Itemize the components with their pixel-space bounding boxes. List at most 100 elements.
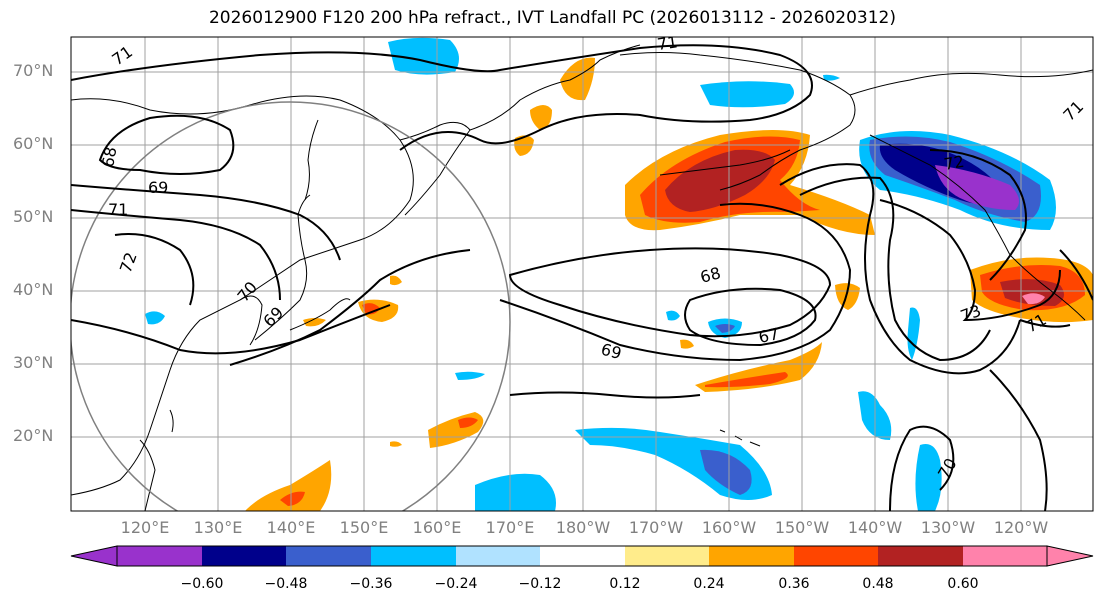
- colorbar-segment: [709, 546, 794, 566]
- coastline-hawaii: [719, 429, 761, 447]
- shading-negative-nepac-purple: [935, 165, 1019, 210]
- contour-label: 69: [599, 340, 624, 364]
- colorbar-extend-left: [70, 545, 118, 567]
- shading-positive-small-dot: [390, 441, 402, 447]
- lat-label: 40°N: [13, 280, 54, 299]
- contour-70-southeast: [889, 425, 955, 511]
- colorbar-tick-label: 0.60: [947, 576, 979, 592]
- lon-label: 120°W: [993, 518, 1049, 537]
- lon-label: 140°E: [266, 518, 316, 537]
- lon-label: 170°W: [628, 518, 684, 537]
- shading-positive-bering-darkred: [665, 149, 775, 212]
- contour-69-mid: [509, 391, 701, 399]
- shading-negative-alaska-small: [823, 74, 840, 81]
- shading-negative-mid-blue: [715, 324, 735, 333]
- shading-negative-alaska-sky: [700, 81, 794, 108]
- lat-label: 20°N: [13, 426, 54, 445]
- colorbar-segment: [794, 546, 878, 566]
- lon-label: 140°W: [847, 518, 903, 537]
- colorbar-tick-label: −0.48: [264, 576, 308, 592]
- shading-positive-wpac-red: [458, 417, 478, 428]
- colorbar-tick-label: −0.60: [180, 576, 224, 592]
- colorbar-segment: [286, 546, 371, 566]
- colorbar-segment: [963, 546, 1047, 566]
- shading-negative-east-sky: [907, 307, 920, 360]
- shading-positive-mid-red: [705, 372, 788, 388]
- shading-positive-alaska-orange-3: [514, 135, 534, 156]
- coastline-korea: [239, 295, 263, 346]
- contour-ridge-1: [779, 163, 1021, 375]
- lon-label: 170°E: [485, 518, 535, 537]
- lon-label: 160°E: [412, 518, 462, 537]
- colorbar-segment: [202, 546, 286, 566]
- shading-positive-taiwan-orange: [245, 460, 332, 511]
- shading-negative-south-blue: [700, 449, 752, 495]
- contour-73-nepac: [879, 199, 1061, 322]
- colorbar-tick-label: −0.12: [518, 576, 562, 592]
- colorbar-segment: [371, 546, 456, 566]
- coastline-chukotka: [469, 44, 641, 131]
- colorbar-outline: [116, 545, 1048, 567]
- contour-71-east: [1019, 249, 1093, 328]
- contour-69-japan: [229, 249, 471, 366]
- colorbar-segment: [540, 546, 625, 566]
- shading-layer: [145, 37, 1093, 511]
- colorbar-segment: [878, 546, 963, 566]
- shading-positive-japan-red: [362, 303, 380, 315]
- coastline-aleutians: [659, 149, 791, 176]
- contour-69-nw: [71, 184, 341, 261]
- shading-positive-japan-small: [303, 318, 326, 327]
- lat-label: 50°N: [13, 207, 54, 226]
- contour-label: 68: [98, 145, 120, 168]
- shading-positive-mid-small: [680, 339, 694, 349]
- contour-72-west: [114, 233, 195, 306]
- shading-positive-alaska-orange-2: [530, 105, 552, 130]
- contour-67-low: [684, 287, 817, 347]
- shading-negative-south-small: [455, 371, 485, 380]
- lon-label: 160°W: [701, 518, 757, 537]
- contour-label: 72: [942, 152, 965, 174]
- lat-label: 60°N: [13, 134, 54, 153]
- shading-positive-taiwan-red: [280, 491, 305, 506]
- colorbar-tick-label: −0.24: [434, 576, 478, 592]
- colorbar-tick-label: 0.48: [862, 576, 894, 592]
- colorbar-segment: [117, 546, 202, 566]
- coastline-taiwan: [169, 409, 174, 433]
- colorbar-tick-label: 0.36: [778, 576, 810, 592]
- contour-label: 71: [108, 200, 128, 219]
- contour-ridge-2: [799, 176, 991, 362]
- lon-label: 130°E: [193, 518, 243, 537]
- shading-positive-east-orange: [835, 283, 860, 310]
- lon-label: 130°W: [920, 518, 976, 537]
- colorbar-tick-label: −0.36: [349, 576, 393, 592]
- map-frame: [70, 36, 1094, 512]
- lon-label: 150°E: [339, 518, 389, 537]
- map-frame-background: [71, 37, 1093, 511]
- colorbar-tick-label: 0.12: [609, 576, 641, 592]
- shading-positive-mid-orange: [695, 342, 822, 392]
- contours: [71, 44, 1093, 511]
- colorbar-segment: [456, 546, 540, 566]
- contour-label: 67: [757, 324, 781, 347]
- contour-70-west: [71, 304, 391, 355]
- colorbar-tick-label: 0.24: [693, 576, 725, 592]
- colorbar-segment: [625, 546, 709, 566]
- contour-label: 69: [148, 178, 168, 197]
- contour-72-nepac: [929, 149, 1027, 281]
- contour-label: 71: [656, 32, 679, 54]
- contour-label: 68: [698, 263, 723, 287]
- lon-label: 120°E: [120, 518, 170, 537]
- contour-68-low: [508, 247, 832, 338]
- lon-label: 150°W: [774, 518, 830, 537]
- contour-68-nw: [98, 114, 235, 175]
- shading-negative-mid-small: [666, 310, 680, 321]
- shading-negative-south-sky-4: [915, 444, 942, 511]
- contour-69-low: [499, 202, 852, 362]
- contour-71-nw: [71, 209, 281, 301]
- coastline-canada: [849, 69, 1093, 321]
- chart-title: 2026012900 F120 200 hPa refract., IVT La…: [208, 8, 896, 28]
- shading-negative-south-sky-2: [475, 473, 556, 511]
- contour-70-east-low: [989, 369, 1048, 511]
- distance-circle: [71, 101, 511, 511]
